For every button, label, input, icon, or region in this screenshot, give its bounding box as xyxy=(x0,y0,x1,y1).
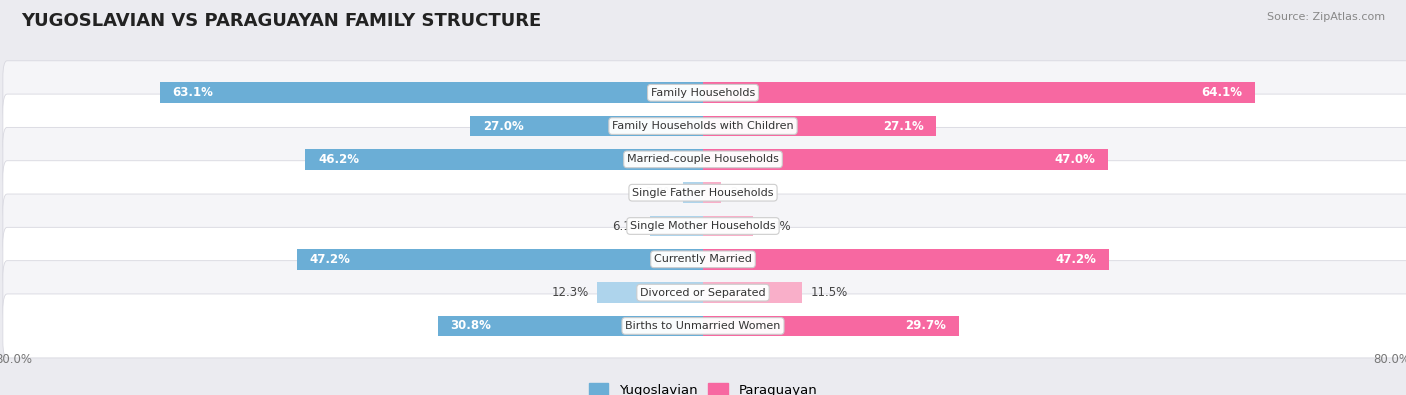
Bar xyxy=(683,182,703,203)
Text: 29.7%: 29.7% xyxy=(905,320,946,333)
Bar xyxy=(471,116,703,136)
Text: 12.3%: 12.3% xyxy=(551,286,589,299)
FancyBboxPatch shape xyxy=(3,161,1406,225)
Text: 11.5%: 11.5% xyxy=(811,286,848,299)
Bar xyxy=(703,282,801,303)
Bar xyxy=(437,316,703,336)
Text: Divorced or Separated: Divorced or Separated xyxy=(640,288,766,298)
FancyBboxPatch shape xyxy=(3,261,1406,325)
Text: 6.1%: 6.1% xyxy=(612,220,643,233)
Text: 30.8%: 30.8% xyxy=(451,320,492,333)
Text: 47.0%: 47.0% xyxy=(1054,153,1095,166)
Text: 2.1%: 2.1% xyxy=(730,186,759,199)
FancyBboxPatch shape xyxy=(3,61,1406,125)
Bar xyxy=(160,83,703,103)
FancyBboxPatch shape xyxy=(3,228,1406,291)
Text: YUGOSLAVIAN VS PARAGUAYAN FAMILY STRUCTURE: YUGOSLAVIAN VS PARAGUAYAN FAMILY STRUCTU… xyxy=(21,12,541,30)
Bar xyxy=(703,116,936,136)
Bar xyxy=(297,249,703,270)
Text: Single Father Households: Single Father Households xyxy=(633,188,773,198)
FancyBboxPatch shape xyxy=(3,94,1406,158)
Text: 47.2%: 47.2% xyxy=(309,253,350,266)
Text: Family Households: Family Households xyxy=(651,88,755,98)
Bar xyxy=(703,83,1256,103)
Text: 63.1%: 63.1% xyxy=(173,86,214,99)
Text: Source: ZipAtlas.com: Source: ZipAtlas.com xyxy=(1267,12,1385,22)
Text: 46.2%: 46.2% xyxy=(318,153,359,166)
Bar xyxy=(703,182,721,203)
FancyBboxPatch shape xyxy=(3,128,1406,191)
Bar xyxy=(651,216,703,236)
FancyBboxPatch shape xyxy=(3,294,1406,358)
Bar xyxy=(703,249,1109,270)
Text: Family Households with Children: Family Households with Children xyxy=(612,121,794,131)
Bar xyxy=(703,216,754,236)
Bar xyxy=(703,149,1108,170)
Bar xyxy=(703,316,959,336)
FancyBboxPatch shape xyxy=(3,194,1406,258)
Text: Single Mother Households: Single Mother Households xyxy=(630,221,776,231)
Text: 2.3%: 2.3% xyxy=(645,186,675,199)
Legend: Yugoslavian, Paraguayan: Yugoslavian, Paraguayan xyxy=(583,378,823,395)
Text: 27.1%: 27.1% xyxy=(883,120,924,133)
Text: Married-couple Households: Married-couple Households xyxy=(627,154,779,164)
Bar xyxy=(598,282,703,303)
Bar xyxy=(305,149,703,170)
Text: 27.0%: 27.0% xyxy=(484,120,524,133)
Text: Births to Unmarried Women: Births to Unmarried Women xyxy=(626,321,780,331)
Text: 64.1%: 64.1% xyxy=(1201,86,1241,99)
Text: Currently Married: Currently Married xyxy=(654,254,752,264)
Text: 47.2%: 47.2% xyxy=(1056,253,1097,266)
Text: 5.8%: 5.8% xyxy=(762,220,792,233)
